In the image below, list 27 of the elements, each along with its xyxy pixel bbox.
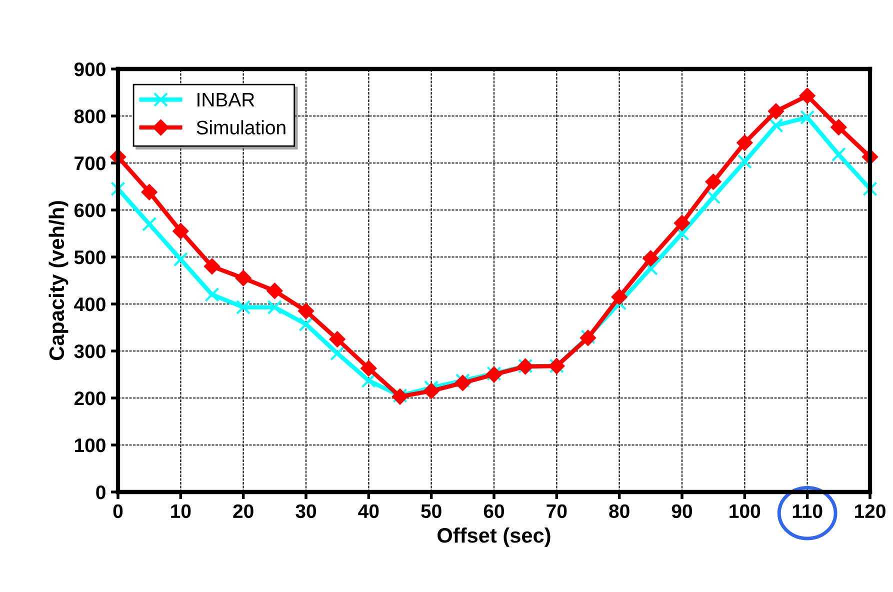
x-tick-label: 20: [233, 504, 254, 518]
y-tick-label: 900: [74, 62, 106, 76]
x-tick-label: 0: [113, 504, 123, 518]
x-tick-label: 100: [730, 504, 760, 518]
y-tick-label: 500: [74, 250, 106, 264]
y-axis-title: Capacity (veh/h): [48, 201, 68, 360]
x-tick-label: 40: [358, 504, 379, 518]
legend-label: INBAR: [198, 93, 254, 106]
x-tick-label: 110: [792, 504, 822, 518]
x-tick-label: 30: [296, 504, 316, 518]
x-tick-label: 50: [421, 504, 442, 518]
y-tick-label: 100: [74, 438, 106, 452]
y-tick-label: 800: [74, 109, 106, 124]
y-tick-label: 400: [74, 297, 106, 312]
x-tick-label: 60: [484, 504, 504, 518]
x-tick-label: 70: [546, 504, 567, 518]
y-tick-label: 600: [74, 203, 106, 218]
x-tick-label: 90: [672, 504, 692, 518]
x-axis-title: Offset (sec): [438, 527, 550, 547]
y-tick-label: 200: [74, 391, 106, 406]
y-tick-label: 300: [74, 344, 106, 358]
legend-label: Simulation: [196, 120, 286, 134]
y-tick-label: 0: [96, 485, 106, 500]
x-tick-label: 80: [609, 504, 630, 518]
x-tick-label: 10: [171, 504, 191, 518]
y-tick-label: 700: [74, 156, 106, 170]
x-tick-label: 120: [855, 504, 886, 518]
